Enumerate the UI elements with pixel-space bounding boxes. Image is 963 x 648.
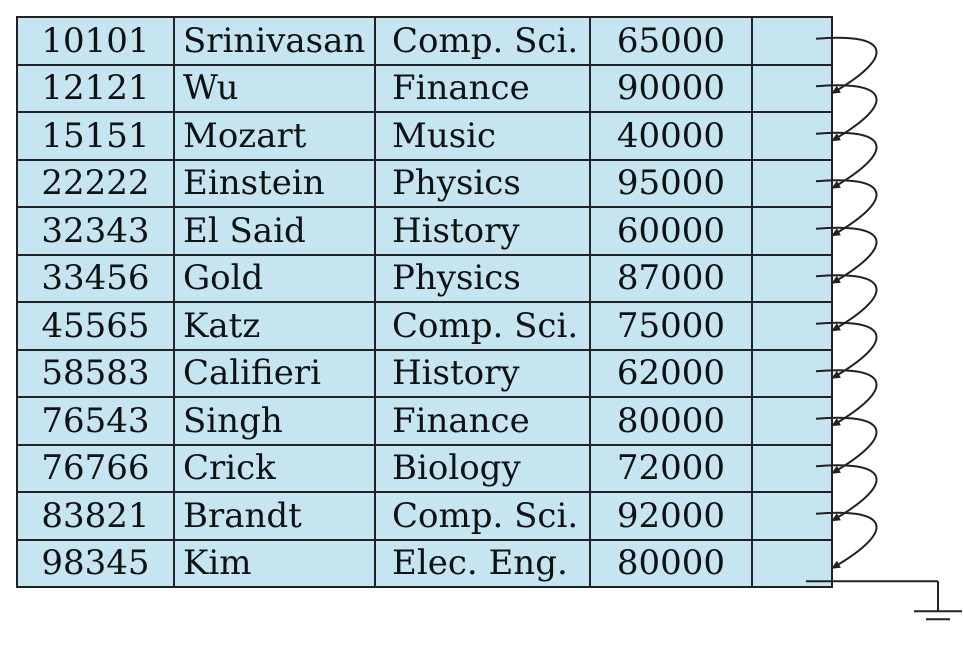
sequential-file-table: 10101 Srinivasan Comp. Sci. 65000 12121 Wu Fin… <box>16 16 833 588</box>
record-salary-cell: 60000 <box>589 206 753 256</box>
record-dept-cell: History <box>374 206 591 256</box>
pointer-cell <box>751 253 833 303</box>
record-salary-cell: 90000 <box>589 63 753 113</box>
table-row: 15151 Mozart Music 40000 <box>16 111 833 161</box>
pointer-cell <box>751 538 833 588</box>
next-pointer-arrow <box>815 321 878 380</box>
record-salary-cell: 80000 <box>589 538 753 588</box>
pointer-cell <box>751 443 833 493</box>
record-id-cell: 32343 <box>16 206 175 256</box>
record-salary-cell: 92000 <box>589 491 753 541</box>
next-pointer-arrow <box>815 36 878 95</box>
null-pointer-ground-icon <box>806 580 962 621</box>
next-pointer-arrow <box>815 369 878 427</box>
record-salary-cell: 75000 <box>589 301 753 351</box>
record-salary-cell: 95000 <box>589 158 753 208</box>
record-name-cell: Mozart <box>173 111 376 161</box>
table-row: 33456 Gold Physics 87000 <box>16 253 833 303</box>
table-row: 32343 El Said History 60000 <box>16 206 833 256</box>
record-salary-cell: 87000 <box>589 253 753 303</box>
pointer-cell <box>751 491 833 541</box>
next-pointer-arrow <box>815 464 878 522</box>
record-salary-cell: 80000 <box>589 396 753 446</box>
next-pointer-arrow <box>815 416 878 475</box>
table-row: 45565 Katz Comp. Sci. 75000 <box>16 301 833 351</box>
record-name-cell: El Said <box>173 206 376 256</box>
record-id-cell: 15151 <box>16 111 175 161</box>
record-dept-cell: Elec. Eng. <box>374 538 591 588</box>
record-id-cell: 76543 <box>16 396 175 446</box>
table-row: 58583 Califieri History 62000 <box>16 348 833 398</box>
pointer-cell <box>751 301 833 351</box>
record-salary-cell: 65000 <box>589 16 753 66</box>
record-dept-cell: History <box>374 348 591 398</box>
pointer-cell <box>751 348 833 398</box>
record-salary-cell: 62000 <box>589 348 753 398</box>
pointer-cell <box>751 206 833 256</box>
record-id-cell: 58583 <box>16 348 175 398</box>
next-pointer-arrow <box>815 84 878 142</box>
record-dept-cell: Biology <box>374 443 591 493</box>
next-pointer-arrow <box>815 179 878 237</box>
table-row: 10101 Srinivasan Comp. Sci. 65000 <box>16 16 833 66</box>
record-dept-cell: Physics <box>374 158 591 208</box>
pointer-cell <box>751 16 833 66</box>
record-name-cell: Gold <box>173 253 376 303</box>
record-dept-cell: Comp. Sci. <box>374 301 591 351</box>
record-salary-cell: 40000 <box>589 111 753 161</box>
table-row: 98345 Kim Elec. Eng. 80000 <box>16 538 833 588</box>
record-name-cell: Einstein <box>173 158 376 208</box>
next-pointer-arrow <box>815 511 878 570</box>
record-id-cell: 10101 <box>16 16 175 66</box>
record-name-cell: Katz <box>173 301 376 351</box>
record-id-cell: 22222 <box>16 158 175 208</box>
next-pointer-arrow <box>815 274 878 332</box>
record-dept-cell: Comp. Sci. <box>374 491 591 541</box>
table-row: 22222 Einstein Physics 95000 <box>16 158 833 208</box>
record-id-cell: 33456 <box>16 253 175 303</box>
table-row: 83821 Brandt Comp. Sci. 92000 <box>16 491 833 541</box>
pointer-cell <box>751 111 833 161</box>
record-name-cell: Crick <box>173 443 376 493</box>
record-id-cell: 12121 <box>16 63 175 113</box>
pointer-cell <box>751 158 833 208</box>
pointer-cell <box>751 396 833 446</box>
record-name-cell: Wu <box>173 63 376 113</box>
record-salary-cell: 72000 <box>589 443 753 493</box>
record-dept-cell: Physics <box>374 253 591 303</box>
record-name-cell: Singh <box>173 396 376 446</box>
table-row: 76766 Crick Biology 72000 <box>16 443 833 493</box>
record-dept-cell: Finance <box>374 396 591 446</box>
record-id-cell: 83821 <box>16 491 175 541</box>
record-dept-cell: Music <box>374 111 591 161</box>
record-name-cell: Califieri <box>173 348 376 398</box>
record-id-cell: 45565 <box>16 301 175 351</box>
record-id-cell: 98345 <box>16 538 175 588</box>
record-name-cell: Brandt <box>173 491 376 541</box>
next-pointer-arrow <box>815 131 878 190</box>
record-dept-cell: Finance <box>374 63 591 113</box>
record-dept-cell: Comp. Sci. <box>374 16 591 66</box>
table-row: 76543 Singh Finance 80000 <box>16 396 833 446</box>
pointer-cell <box>751 63 833 113</box>
record-name-cell: Srinivasan <box>173 16 376 66</box>
record-name-cell: Kim <box>173 538 376 588</box>
record-id-cell: 76766 <box>16 443 175 493</box>
table-row: 12121 Wu Finance 90000 <box>16 63 833 113</box>
next-pointer-arrow <box>815 226 878 285</box>
records-body: 10101 Srinivasan Comp. Sci. 65000 12121 Wu Fin… <box>16 16 833 588</box>
